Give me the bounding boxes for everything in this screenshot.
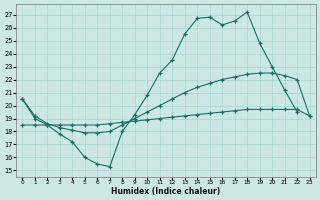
X-axis label: Humidex (Indice chaleur): Humidex (Indice chaleur) <box>111 187 220 196</box>
